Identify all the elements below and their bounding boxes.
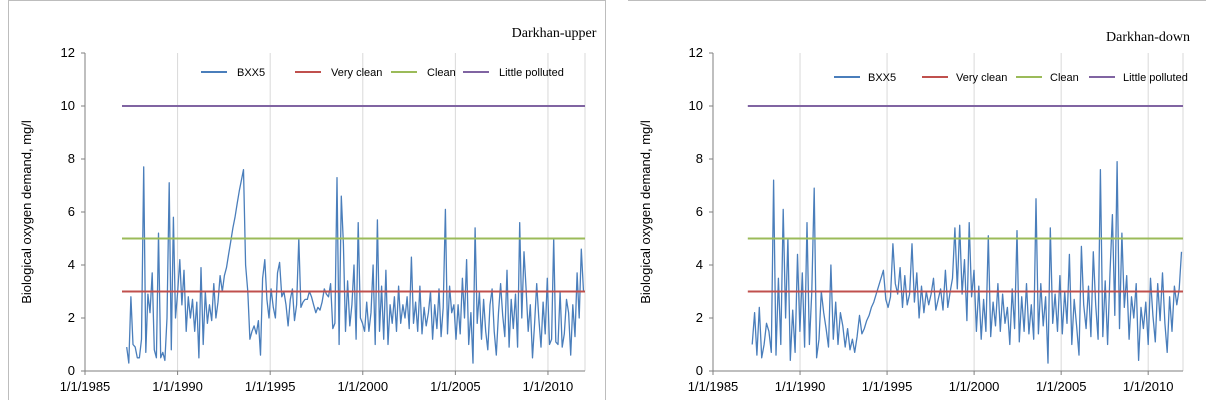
x-tick-label: 1/1/2000 <box>337 379 388 394</box>
legend-label: Little polluted <box>1123 72 1188 84</box>
legend-label: Clean <box>1050 72 1079 84</box>
legend-label: Very clean <box>331 67 382 79</box>
chart-title: Darkhan-down <box>1106 30 1190 45</box>
chart-panel-darkhan-down: 0 2 4 6 8 10 12 1/1/1985 1/1/1990 1/1/1995 1/1/200… <box>628 0 1206 400</box>
x-tick-label: 1/1/1995 <box>245 379 296 394</box>
y-tick-label: 4 <box>68 257 75 272</box>
y-axis-label: Biological oxygen demand, mg/l <box>19 120 34 304</box>
y-axis-label: Biological oxygen demand, mg/l <box>638 120 653 304</box>
y-tick-label: 2 <box>68 310 75 325</box>
y-tick-label: 10 <box>61 98 75 113</box>
y-tick-label: 4 <box>696 257 703 272</box>
series-line-bxx5 <box>751 161 1183 364</box>
series-line-bxx5 <box>126 166 585 364</box>
y-tick-label: 0 <box>696 363 703 378</box>
chart-svg-darkhan-down: 0 2 4 6 8 10 12 1/1/1985 1/1/1990 1/1/1995 1/1/200… <box>638 30 1190 394</box>
legend-label: Clean <box>427 67 456 79</box>
legend-label: Very clean <box>956 72 1007 84</box>
y-tick-label: 2 <box>696 310 703 325</box>
x-tick-label: 1/1/1990 <box>152 379 203 394</box>
y-tick-label: 10 <box>689 98 703 113</box>
y-tick-label: 6 <box>68 204 75 219</box>
y-tick-label: 6 <box>696 204 703 219</box>
x-tick-label: 1/1/1985 <box>60 379 111 394</box>
y-tick-label: 8 <box>696 151 703 166</box>
x-tick-label: 1/1/1990 <box>775 379 826 394</box>
x-tick-label: 1/1/2005 <box>430 379 481 394</box>
x-tick-label: 1/1/1985 <box>688 379 739 394</box>
y-tick-label: 12 <box>61 45 75 60</box>
x-tick-label: 1/1/2005 <box>1036 379 1087 394</box>
y-tick-label: 8 <box>68 151 75 166</box>
legend-label: Little polluted <box>499 67 564 79</box>
y-tick-label: 0 <box>68 363 75 378</box>
x-tick-label: 1/1/2010 <box>523 379 574 394</box>
legend-label: BXX5 <box>868 72 896 84</box>
x-tick-label: 1/1/2000 <box>949 379 1000 394</box>
chart-title: Darkhan-upper <box>512 26 597 41</box>
legend-label: BXX5 <box>237 67 265 79</box>
chart-svg-darkhan-upper: 0 2 4 6 8 10 12 1/1/1985 1/1/1990 1/1/1995 1/1/200… <box>19 26 597 394</box>
chart-panel-darkhan-upper: 0 2 4 6 8 10 12 1/1/1985 1/1/1990 1/1/1995 1/1/200… <box>8 0 606 400</box>
y-tick-label: 12 <box>689 45 703 60</box>
x-tick-label: 1/1/1995 <box>862 379 913 394</box>
x-tick-label: 1/1/2010 <box>1123 379 1174 394</box>
